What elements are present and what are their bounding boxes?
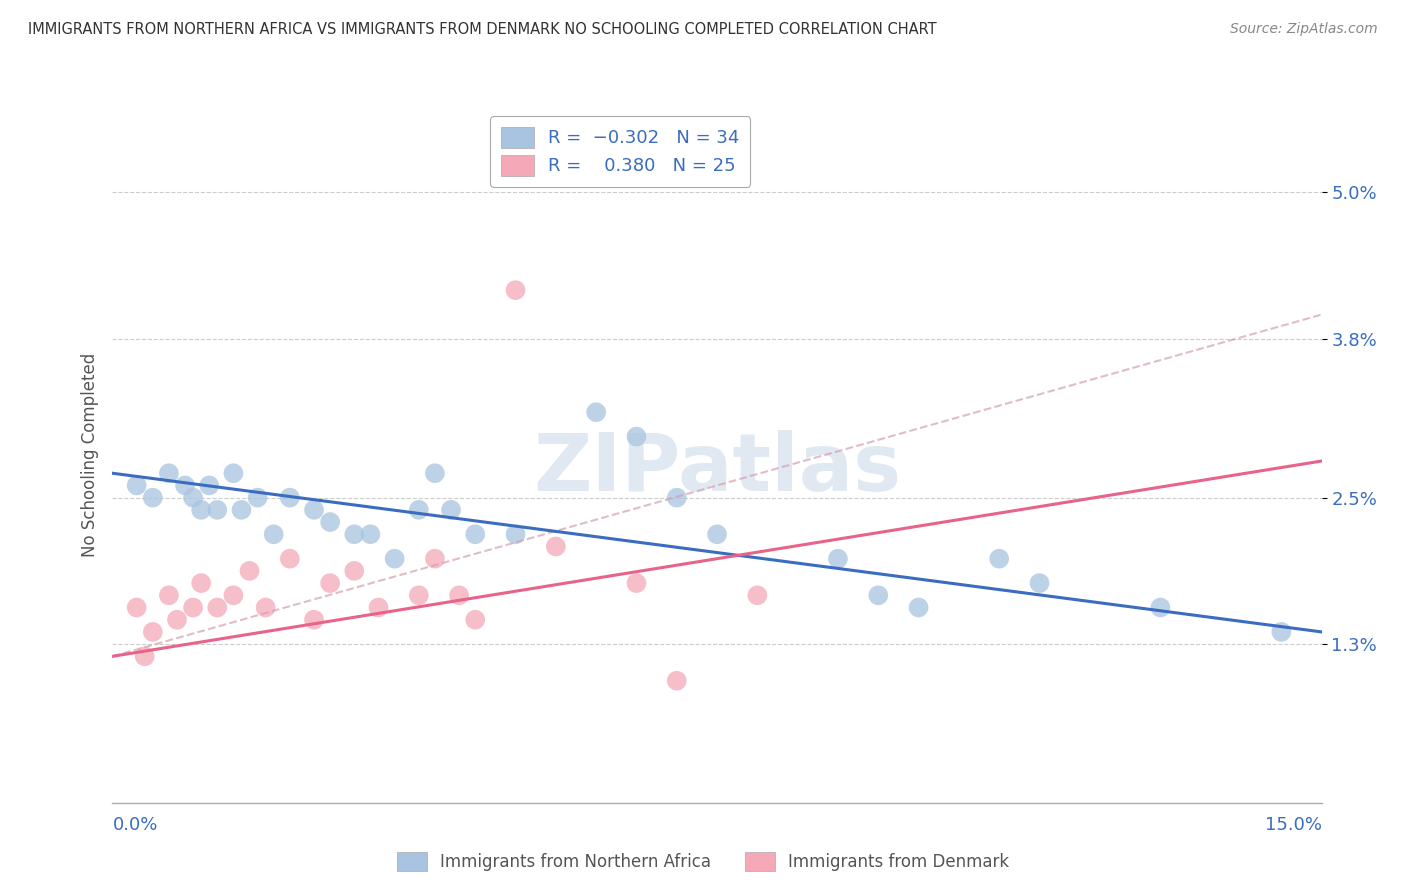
Point <box>190 576 212 591</box>
Point <box>157 588 180 602</box>
Point <box>157 467 180 481</box>
Point <box>181 600 204 615</box>
Point <box>665 491 688 505</box>
Point <box>988 551 1011 566</box>
Point <box>319 515 342 529</box>
Point <box>665 673 688 688</box>
Point <box>134 649 156 664</box>
Point <box>449 588 471 602</box>
Legend: R =  −0.302   N = 34, R =    0.380   N = 25: R = −0.302 N = 34, R = 0.380 N = 25 <box>491 116 751 186</box>
Point <box>207 503 229 517</box>
Text: Source: ZipAtlas.com: Source: ZipAtlas.com <box>1230 22 1378 37</box>
Point <box>142 624 165 639</box>
Point <box>1270 624 1292 639</box>
Point <box>254 600 277 615</box>
Point <box>142 491 165 505</box>
Point <box>408 503 430 517</box>
Point <box>181 491 204 505</box>
Point <box>246 491 269 505</box>
Point <box>302 503 325 517</box>
Point <box>505 283 527 297</box>
Point <box>125 478 148 492</box>
Point <box>343 527 366 541</box>
Point <box>544 540 567 554</box>
Text: ZIPatlas: ZIPatlas <box>533 430 901 508</box>
Point <box>1028 576 1050 591</box>
Point <box>174 478 197 492</box>
Point <box>166 613 188 627</box>
Point <box>278 551 301 566</box>
Point <box>343 564 366 578</box>
Point <box>384 551 406 566</box>
Point <box>198 478 221 492</box>
Point <box>278 491 301 505</box>
Point <box>626 576 648 591</box>
Point <box>125 600 148 615</box>
Point <box>302 613 325 627</box>
Text: 15.0%: 15.0% <box>1264 816 1322 834</box>
Point <box>359 527 381 541</box>
Point <box>868 588 890 602</box>
Point <box>505 527 527 541</box>
Point <box>231 503 253 517</box>
Point <box>747 588 769 602</box>
Point <box>222 467 245 481</box>
Point <box>827 551 849 566</box>
Point <box>1149 600 1171 615</box>
Point <box>238 564 260 578</box>
Point <box>207 600 229 615</box>
Point <box>319 576 342 591</box>
Point <box>464 527 486 541</box>
Point <box>263 527 285 541</box>
Text: IMMIGRANTS FROM NORTHERN AFRICA VS IMMIGRANTS FROM DENMARK NO SCHOOLING COMPLETE: IMMIGRANTS FROM NORTHERN AFRICA VS IMMIG… <box>28 22 936 37</box>
Point <box>423 551 446 566</box>
Point <box>626 429 648 443</box>
Point <box>222 588 245 602</box>
Legend: Immigrants from Northern Africa, Immigrants from Denmark: Immigrants from Northern Africa, Immigra… <box>388 843 1018 880</box>
Point <box>907 600 929 615</box>
Point <box>585 405 607 419</box>
Point <box>423 467 446 481</box>
Point <box>706 527 728 541</box>
Point <box>464 613 486 627</box>
Text: 0.0%: 0.0% <box>112 816 157 834</box>
Y-axis label: No Schooling Completed: No Schooling Completed <box>80 353 98 557</box>
Point <box>367 600 389 615</box>
Point <box>190 503 212 517</box>
Point <box>440 503 463 517</box>
Point <box>408 588 430 602</box>
